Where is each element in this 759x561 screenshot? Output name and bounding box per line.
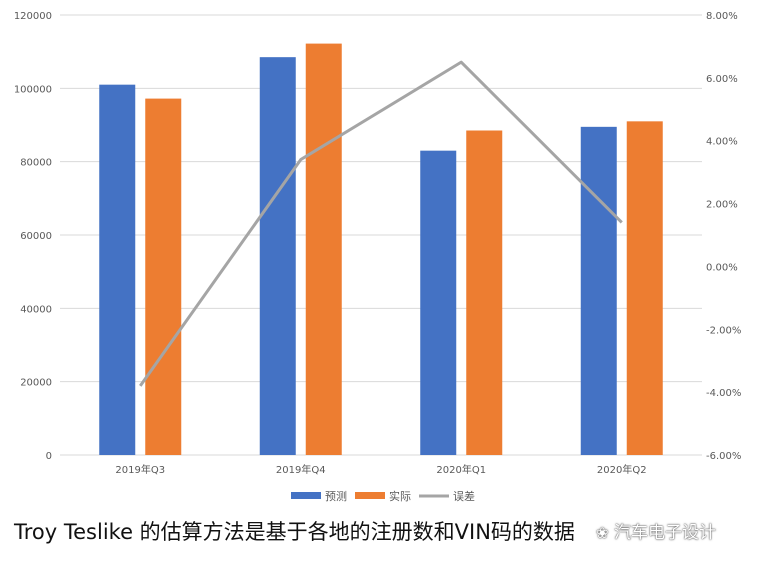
right-tick-label: -2.00% (706, 325, 741, 336)
bar-预测 (99, 84, 136, 456)
x-tick-label: 2019年Q4 (276, 463, 326, 476)
left-tick-label: 120000 (14, 11, 52, 22)
left-tick-label: 40000 (20, 304, 52, 315)
bar-预测 (259, 57, 296, 456)
left-tick-label: 60000 (20, 231, 52, 242)
watermark-text: 汽车电子设计 (613, 523, 716, 543)
bar-实际 (466, 130, 503, 455)
wechat-icon: ❀ (596, 524, 609, 542)
right-tick-label: 0.00% (706, 262, 738, 273)
left-tick-label: 100000 (14, 84, 52, 95)
right-tick-label: 4.00% (706, 137, 738, 148)
right-tick-label: 6.00% (706, 74, 738, 85)
watermark: ❀ 汽车电子设计 (596, 518, 716, 543)
bars (99, 43, 663, 456)
legend-swatch (291, 492, 321, 499)
legend-label: 预测 (325, 490, 347, 503)
chart: 0 20000 40000 60000 80000 100000 120000 -6.00%… (14, 11, 742, 503)
bar-实际 (145, 98, 182, 455)
x-axis-ticks: 2019年Q3 2019年Q4 2020年Q1 2020年Q2 (115, 463, 646, 476)
right-tick-label: -6.00% (706, 451, 741, 462)
x-tick-label: 2020年Q1 (436, 463, 486, 476)
caption: Troy Teslike 的估算方法是基于各地的注册数和VIN码的数据 (14, 520, 575, 544)
legend: 预测 实际 误差 (291, 489, 475, 503)
left-tick-label: 80000 (20, 158, 52, 169)
line-误差 (139, 60, 623, 387)
right-axis-ticks: -6.00% -4.00% -2.00% 0.00% 2.00% 4.00% 6.00% 8.… (706, 11, 741, 462)
bar-实际 (626, 121, 663, 455)
x-tick-label: 2019年Q3 (115, 463, 165, 476)
x-tick-label: 2020年Q2 (597, 463, 647, 476)
left-tick-label: 20000 (20, 378, 52, 389)
right-tick-label: 8.00% (706, 11, 738, 22)
left-axis-ticks: 0 20000 40000 60000 80000 100000 120000 (14, 11, 52, 462)
bar-预测 (420, 150, 457, 455)
error-line (139, 60, 623, 387)
left-tick-label: 0 (46, 451, 52, 462)
bar-实际 (305, 43, 342, 455)
bar-预测 (580, 126, 617, 455)
right-tick-label: -4.00% (706, 388, 741, 399)
legend-label: 实际 (389, 489, 411, 503)
legend-label: 误差 (453, 489, 475, 503)
right-tick-label: 2.00% (706, 200, 738, 211)
legend-swatch (355, 492, 385, 499)
